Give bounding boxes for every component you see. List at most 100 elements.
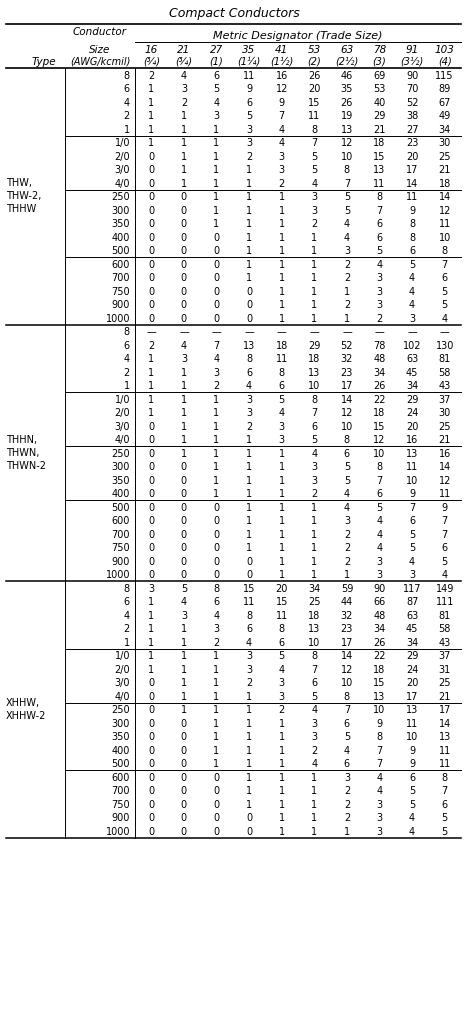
Text: 4: 4 (213, 610, 219, 621)
Text: 900: 900 (112, 557, 130, 567)
Text: 1: 1 (213, 760, 219, 769)
Text: 1: 1 (246, 260, 252, 269)
Text: 1: 1 (279, 246, 285, 256)
Text: 0: 0 (148, 206, 155, 216)
Text: 0: 0 (181, 193, 187, 203)
Text: —: — (440, 327, 450, 337)
Text: 3: 3 (376, 800, 382, 810)
Text: 0: 0 (181, 273, 187, 284)
Text: 3: 3 (279, 435, 285, 445)
Text: 1: 1 (246, 193, 252, 203)
Text: 4: 4 (344, 233, 350, 243)
Text: 34: 34 (439, 125, 451, 135)
Text: 1: 1 (213, 409, 219, 419)
Text: 5: 5 (409, 260, 415, 269)
Text: 2: 2 (213, 638, 219, 648)
Text: 1: 1 (181, 625, 187, 635)
Text: 1: 1 (148, 85, 155, 94)
Text: 24: 24 (406, 665, 418, 675)
Text: 3: 3 (376, 570, 382, 580)
Text: 7: 7 (442, 786, 448, 796)
Text: 2/0: 2/0 (114, 151, 130, 161)
Text: (1¼): (1¼) (238, 57, 261, 67)
Text: 12: 12 (439, 206, 451, 216)
Text: (3): (3) (373, 57, 386, 67)
Text: 11: 11 (439, 489, 451, 499)
Text: 20: 20 (406, 422, 418, 432)
Text: 18: 18 (276, 341, 288, 351)
Text: 1: 1 (279, 449, 285, 459)
Text: 10: 10 (406, 476, 418, 485)
Text: 11: 11 (439, 219, 451, 229)
Text: 3: 3 (409, 314, 415, 324)
Text: 300: 300 (112, 718, 130, 728)
Text: 2: 2 (344, 813, 350, 823)
Text: 0: 0 (213, 517, 219, 527)
Text: 1: 1 (213, 718, 219, 728)
Text: 2: 2 (279, 705, 285, 715)
Text: 5: 5 (311, 165, 318, 176)
Text: 0: 0 (181, 476, 187, 485)
Text: 2: 2 (344, 786, 350, 796)
Text: 1: 1 (279, 557, 285, 567)
Text: 26: 26 (308, 71, 320, 81)
Text: 23: 23 (341, 625, 353, 635)
Text: 78: 78 (373, 341, 386, 351)
Text: 0: 0 (181, 530, 187, 540)
Text: 1: 1 (213, 665, 219, 675)
Text: —: — (244, 327, 254, 337)
Text: 117: 117 (403, 584, 421, 594)
Text: 5: 5 (344, 733, 350, 743)
Text: 1: 1 (279, 219, 285, 229)
Text: 0: 0 (148, 151, 155, 161)
Text: 63: 63 (340, 45, 354, 55)
Text: 78: 78 (373, 45, 386, 55)
Text: 1: 1 (246, 179, 252, 189)
Text: 1: 1 (311, 314, 318, 324)
Text: 8: 8 (311, 125, 318, 135)
Text: 1: 1 (279, 530, 285, 540)
Text: 9: 9 (409, 206, 415, 216)
Text: 11: 11 (439, 760, 451, 769)
Text: 3: 3 (376, 273, 382, 284)
Text: 1: 1 (246, 219, 252, 229)
Text: 10: 10 (341, 422, 353, 432)
Text: 1: 1 (344, 826, 350, 836)
Text: 5: 5 (344, 476, 350, 485)
Text: 9: 9 (409, 746, 415, 756)
Text: 1: 1 (311, 786, 318, 796)
Text: 5: 5 (311, 435, 318, 445)
Text: 1: 1 (181, 652, 187, 661)
Text: 0: 0 (148, 219, 155, 229)
Text: 1: 1 (311, 287, 318, 297)
Text: 1: 1 (213, 206, 219, 216)
Text: 1: 1 (246, 273, 252, 284)
Text: 4: 4 (344, 219, 350, 229)
Text: 69: 69 (374, 71, 386, 81)
Text: 1: 1 (181, 165, 187, 176)
Text: 350: 350 (112, 733, 130, 743)
Text: 7: 7 (376, 746, 382, 756)
Text: 1: 1 (279, 786, 285, 796)
Text: —: — (310, 327, 319, 337)
Text: 3: 3 (246, 138, 252, 148)
Text: 34: 34 (406, 381, 418, 391)
Text: 1: 1 (148, 625, 155, 635)
Text: 1: 1 (148, 638, 155, 648)
Text: 6: 6 (279, 638, 285, 648)
Text: 0: 0 (148, 746, 155, 756)
Text: 2: 2 (181, 98, 187, 108)
Text: (3½): (3½) (401, 57, 424, 67)
Text: 5: 5 (279, 395, 285, 405)
Text: 1: 1 (311, 517, 318, 527)
Text: 34: 34 (406, 638, 418, 648)
Text: 1: 1 (279, 760, 285, 769)
Text: 8: 8 (344, 435, 350, 445)
Text: 24: 24 (406, 409, 418, 419)
Text: 9: 9 (376, 718, 382, 728)
Text: 0: 0 (148, 287, 155, 297)
Text: 10: 10 (308, 638, 320, 648)
Text: 0: 0 (246, 570, 252, 580)
Text: 1: 1 (213, 692, 219, 702)
Text: 1: 1 (246, 692, 252, 702)
